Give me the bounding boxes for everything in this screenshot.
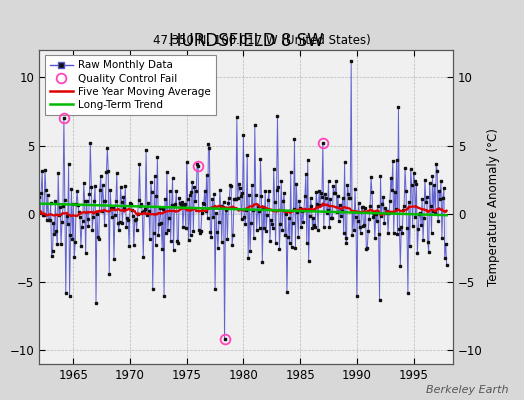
Title: HURDSFIELD 8 SW: HURDSFIELD 8 SW — [169, 32, 324, 50]
Y-axis label: Temperature Anomaly (°C): Temperature Anomaly (°C) — [487, 128, 500, 286]
Legend: Raw Monthly Data, Quality Control Fail, Five Year Moving Average, Long-Term Tren: Raw Monthly Data, Quality Control Fail, … — [45, 55, 216, 115]
Text: 47.350 N, 100.017 W (United States): 47.350 N, 100.017 W (United States) — [153, 34, 371, 47]
Text: Berkeley Earth: Berkeley Earth — [426, 385, 508, 395]
